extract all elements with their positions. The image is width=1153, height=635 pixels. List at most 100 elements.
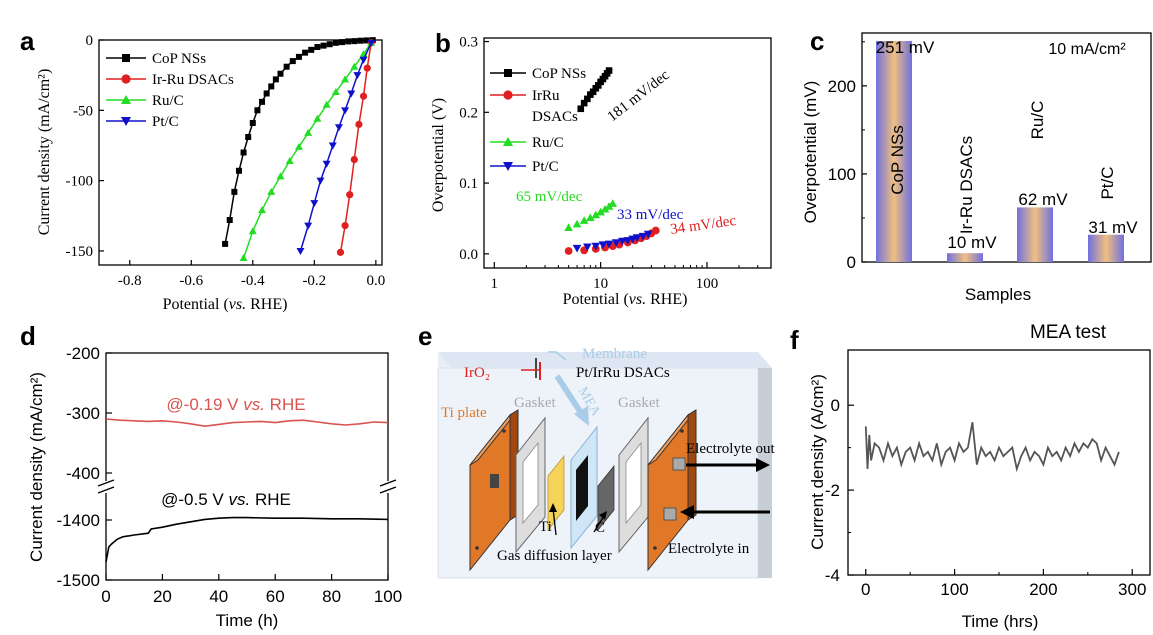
- cell-box-top: [438, 352, 772, 368]
- data-point: [328, 142, 337, 150]
- data-point: [363, 37, 370, 44]
- panel-a-xlabel: Potential (vs. RHE): [163, 296, 288, 313]
- panel-f-plot: [864, 422, 1120, 473]
- data-point: [336, 248, 345, 256]
- data-point: [322, 160, 331, 168]
- data-point: [322, 100, 331, 108]
- x-tick-label: 10: [593, 276, 608, 292]
- data-point: [611, 239, 621, 247]
- data-point: [591, 210, 601, 219]
- ti-pointer: [552, 507, 557, 536]
- y-tick-label: -1500: [57, 571, 100, 590]
- data-point: [332, 39, 339, 46]
- panel-d-frame: [105, 352, 389, 581]
- data-point: [310, 200, 319, 208]
- data-point: [285, 156, 294, 164]
- series-line: [105, 516, 389, 563]
- x-tick-label: 60: [266, 587, 285, 606]
- data-point: [267, 187, 276, 195]
- mea-arrowhead: [574, 406, 589, 426]
- data-point: [334, 124, 343, 132]
- gasket-left-window: [522, 441, 539, 525]
- mea-arrow: [554, 374, 586, 418]
- gasket-left-label: Gasket: [514, 395, 556, 411]
- x-tick-label: 100: [374, 587, 402, 606]
- gasket-right-window: [625, 441, 642, 525]
- panel-c-plot: 251 mV 10 mV 62 mV 31 mV CoP NSs Ir-Ru DSACs R…: [876, 38, 1138, 262]
- screw-dot: [653, 546, 657, 550]
- legend-marker: [121, 95, 131, 104]
- data-point: [314, 44, 321, 51]
- y-tick-label: -400: [66, 464, 100, 483]
- y-tick-label: 0: [847, 253, 856, 272]
- data-point: [632, 234, 642, 242]
- data-point: [651, 226, 660, 235]
- data-point: [583, 243, 592, 252]
- data-point: [345, 38, 352, 45]
- bar-category-label: CoP NSs: [888, 125, 907, 195]
- data-point: [254, 107, 261, 114]
- y-tick-label: -150: [66, 244, 94, 260]
- series-line: [105, 418, 389, 428]
- x-tick-label: 200: [1029, 580, 1057, 599]
- legend-label: Ru/C: [152, 93, 184, 109]
- panel-d-break-left: [97, 479, 115, 494]
- data-point: [589, 88, 597, 96]
- y-tick-label: 0.3: [459, 35, 478, 51]
- y-tick-label: -200: [66, 344, 100, 363]
- data-point: [302, 49, 309, 56]
- y-tick-label: -50: [73, 103, 93, 119]
- gasket-right-label: Gasket: [618, 395, 660, 411]
- x-tick-label: 300: [1118, 580, 1146, 599]
- c-label: C: [595, 520, 605, 536]
- data-point: [580, 99, 588, 107]
- screw-dot: [502, 429, 506, 433]
- data-point: [596, 207, 605, 216]
- x-tick-label: 20: [153, 587, 172, 606]
- panel-f-xlabel: Time (hrs): [962, 612, 1039, 631]
- data-point: [598, 241, 608, 249]
- data-point: [245, 134, 252, 141]
- data-point: [594, 82, 602, 89]
- x-tick-label: -0.8: [118, 273, 142, 289]
- data-point: [363, 64, 371, 72]
- panel-f-ticks: 0 100 200 300 0 -2 -4: [825, 396, 1147, 599]
- data-point: [350, 155, 358, 164]
- panel-b-frame: [483, 37, 772, 269]
- bar-category-label: Pt/C: [1098, 166, 1117, 199]
- panel-d-xlabel: Time (h): [216, 611, 279, 630]
- legend-marker: [503, 162, 513, 171]
- iro2-label: IrO₂: [464, 365, 490, 381]
- panel-b-plot: [564, 67, 660, 255]
- electrolyte-out-arrowhead: [756, 458, 770, 472]
- x-tick-label: 100: [940, 580, 968, 599]
- legend-label: Pt/C: [532, 159, 559, 175]
- panel-e-letter: e: [418, 321, 432, 351]
- bar-category-label: Ru/C: [1028, 101, 1047, 140]
- panel-e: e: [418, 321, 776, 579]
- data-point: [346, 191, 354, 199]
- panel-d-ylabel: Current density (mA/cm²): [27, 372, 46, 562]
- panel-b-letter: b: [435, 28, 451, 58]
- data-point: [600, 204, 610, 213]
- data-point: [272, 76, 279, 83]
- bar-value-label: 62 mV: [1018, 190, 1068, 209]
- panel-d-letter: d: [20, 321, 36, 351]
- data-point: [283, 63, 290, 70]
- data-point: [249, 119, 256, 126]
- data-point: [577, 105, 585, 113]
- data-point: [313, 114, 322, 122]
- catalyst-label: Pt/IrRu DSACs: [576, 365, 670, 381]
- panel-b-xlabel: Potential (vs. RHE): [563, 291, 688, 308]
- inset-membrane-pointer: [548, 351, 567, 361]
- y-tick-label: 0.2: [459, 105, 478, 121]
- panel-c-frame: [861, 32, 1152, 263]
- legend-label-line2: DSACs: [532, 109, 578, 125]
- panel-a: a -0.8 -0.6 -0.4 -0.2 0.0 0 -50 -100 -150 Potent…: [20, 26, 385, 313]
- x-tick-label: 1: [491, 276, 499, 292]
- inlet-port: [663, 507, 677, 521]
- panel-f: f MEA test 0 100 200 300 0 -2 -4 Time (hrs) Cu…: [790, 322, 1151, 631]
- bar: [947, 253, 983, 262]
- data-point: [259, 98, 266, 105]
- data-point: [564, 247, 573, 255]
